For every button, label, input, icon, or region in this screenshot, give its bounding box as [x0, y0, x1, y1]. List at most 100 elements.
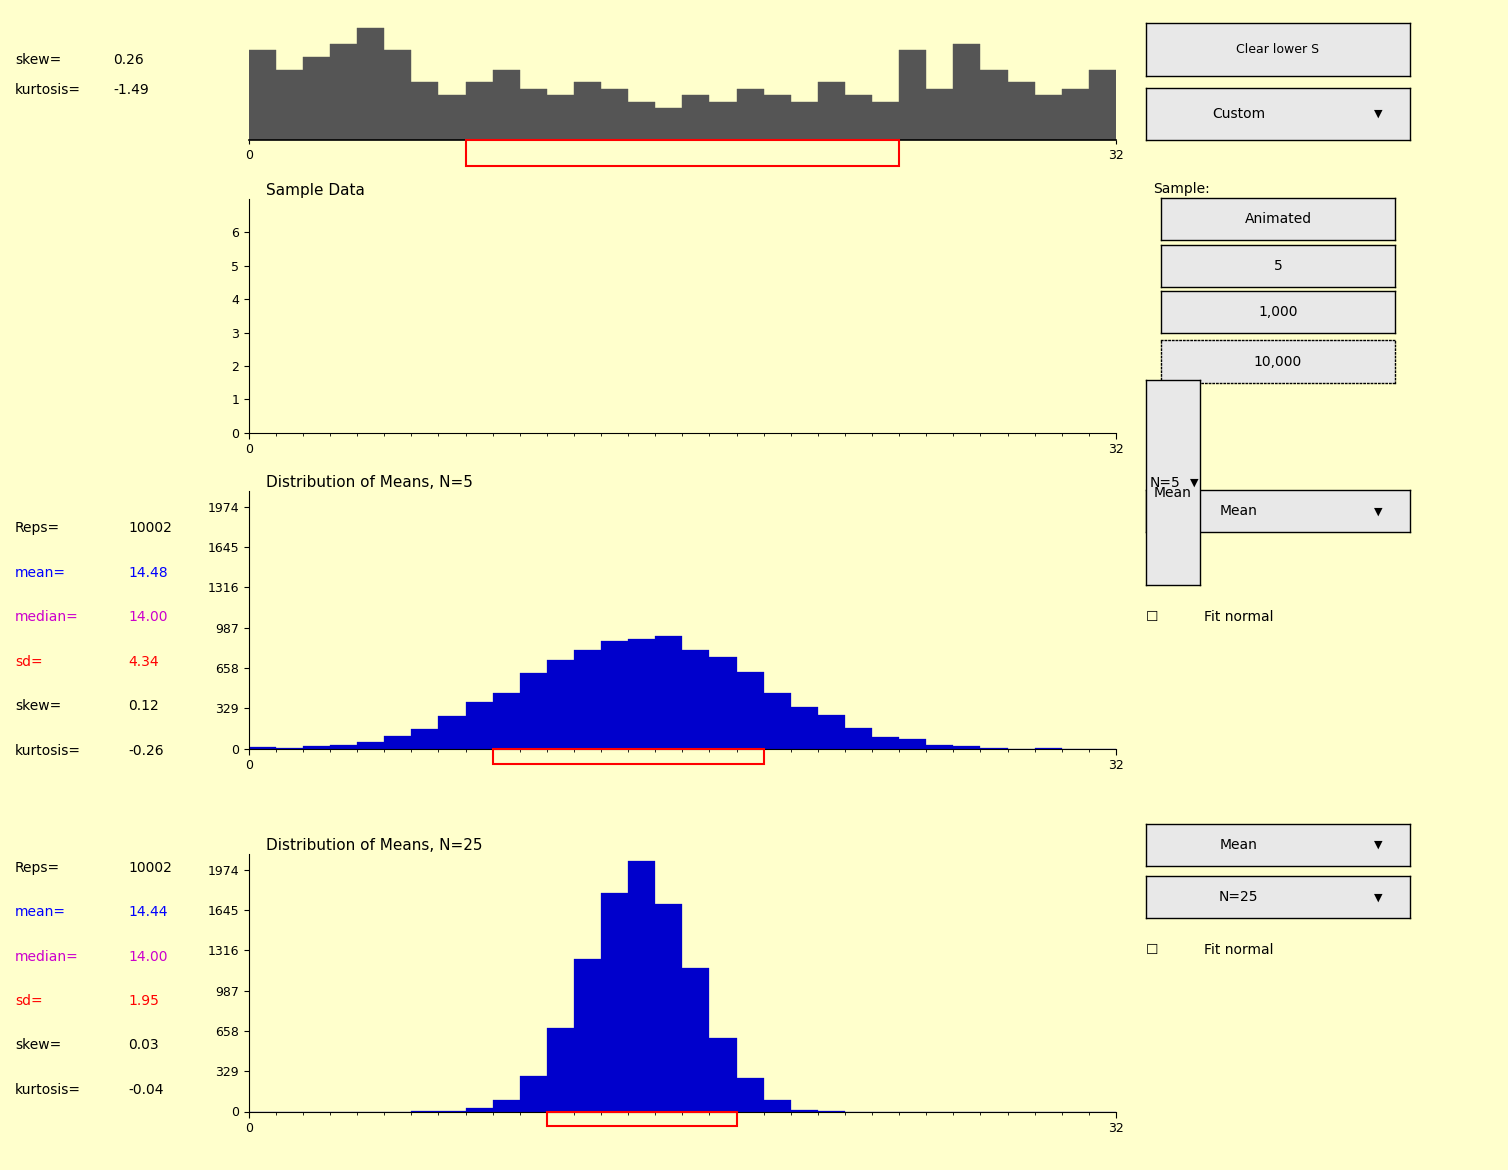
- Bar: [682, 968, 709, 1112]
- Text: N=5: N=5: [1149, 476, 1181, 489]
- Bar: [899, 50, 926, 140]
- Bar: [520, 1076, 547, 1112]
- Text: ☐: ☐: [1146, 943, 1158, 957]
- Bar: [466, 83, 493, 140]
- Text: Distribution of Means, N=5: Distribution of Means, N=5: [267, 475, 474, 490]
- Bar: [602, 894, 629, 1112]
- Text: median=: median=: [15, 950, 78, 964]
- Bar: [656, 636, 682, 749]
- Text: Mean: Mean: [1220, 838, 1258, 852]
- Bar: [330, 43, 357, 140]
- Bar: [547, 1028, 575, 1112]
- Text: 10002: 10002: [128, 522, 172, 536]
- Text: sd=: sd=: [15, 655, 42, 669]
- Bar: [493, 694, 520, 749]
- Bar: [790, 1110, 817, 1112]
- Bar: [1007, 83, 1034, 140]
- Text: ▼: ▼: [1374, 109, 1383, 119]
- Bar: [439, 96, 466, 140]
- Text: Fit normal: Fit normal: [1203, 943, 1274, 957]
- Bar: [466, 702, 493, 749]
- Bar: [682, 96, 709, 140]
- Bar: [493, 70, 520, 140]
- Bar: [817, 83, 844, 140]
- Bar: [763, 96, 790, 140]
- Bar: [709, 1038, 736, 1112]
- Bar: [385, 736, 412, 749]
- Bar: [790, 707, 817, 749]
- Text: 14.00: 14.00: [128, 950, 167, 964]
- Text: 1.95: 1.95: [128, 994, 158, 1009]
- Bar: [629, 639, 656, 749]
- Bar: [357, 742, 385, 749]
- Bar: [899, 739, 926, 749]
- Text: -1.49: -1.49: [113, 83, 149, 97]
- Text: Mean: Mean: [1220, 504, 1258, 518]
- Bar: [493, 1100, 520, 1112]
- Bar: [872, 737, 899, 749]
- Bar: [736, 672, 763, 749]
- Bar: [412, 729, 439, 749]
- Text: 0.12: 0.12: [128, 700, 158, 714]
- Text: Reps=: Reps=: [15, 522, 60, 536]
- Bar: [493, 749, 763, 764]
- Text: skew=: skew=: [15, 700, 62, 714]
- Bar: [817, 715, 844, 749]
- Text: 10,000: 10,000: [1255, 355, 1301, 369]
- Bar: [953, 43, 980, 140]
- Text: skew=: skew=: [15, 1039, 62, 1053]
- Text: Custom: Custom: [1212, 108, 1265, 121]
- Text: 10002: 10002: [128, 861, 172, 875]
- Bar: [276, 70, 303, 140]
- Text: ☐: ☐: [1146, 610, 1158, 624]
- Text: ▼: ▼: [1374, 507, 1383, 516]
- Text: Sample Data: Sample Data: [267, 183, 365, 198]
- Bar: [466, 140, 899, 166]
- Bar: [790, 102, 817, 140]
- Text: sd=: sd=: [15, 994, 42, 1009]
- Bar: [736, 1079, 763, 1112]
- Bar: [575, 651, 602, 749]
- Text: 0.26: 0.26: [113, 54, 143, 68]
- Bar: [656, 903, 682, 1112]
- Bar: [602, 641, 629, 749]
- Bar: [602, 89, 629, 140]
- Text: 14.44: 14.44: [128, 906, 167, 920]
- Bar: [629, 861, 656, 1112]
- Text: Reps=: Reps=: [15, 861, 60, 875]
- Text: skew=: skew=: [15, 54, 62, 68]
- Bar: [709, 102, 736, 140]
- Text: mean=: mean=: [15, 906, 66, 920]
- Bar: [763, 1100, 790, 1112]
- Text: N=25: N=25: [1218, 890, 1258, 904]
- Text: Sample:: Sample:: [1154, 183, 1211, 197]
- Bar: [763, 694, 790, 749]
- Text: mean=: mean=: [15, 566, 66, 580]
- Bar: [439, 716, 466, 749]
- Bar: [575, 959, 602, 1112]
- Text: 14.00: 14.00: [128, 611, 167, 625]
- Bar: [547, 1112, 736, 1127]
- Bar: [249, 50, 276, 140]
- Bar: [682, 649, 709, 749]
- Bar: [1089, 70, 1116, 140]
- Text: kurtosis=: kurtosis=: [15, 83, 81, 97]
- Text: Clear lower S: Clear lower S: [1237, 43, 1320, 56]
- Bar: [844, 728, 872, 749]
- Text: Mean: Mean: [1154, 487, 1191, 501]
- Bar: [575, 83, 602, 140]
- Bar: [547, 660, 575, 749]
- Bar: [629, 102, 656, 140]
- Text: kurtosis=: kurtosis=: [15, 1083, 81, 1097]
- Bar: [872, 102, 899, 140]
- Bar: [1062, 89, 1089, 140]
- Bar: [926, 745, 953, 749]
- Bar: [656, 109, 682, 140]
- Bar: [709, 658, 736, 749]
- Text: kurtosis=: kurtosis=: [15, 744, 81, 758]
- Bar: [953, 745, 980, 749]
- Text: 4.34: 4.34: [128, 655, 158, 669]
- Text: 5: 5: [1274, 259, 1282, 273]
- Bar: [385, 50, 412, 140]
- Bar: [303, 57, 330, 140]
